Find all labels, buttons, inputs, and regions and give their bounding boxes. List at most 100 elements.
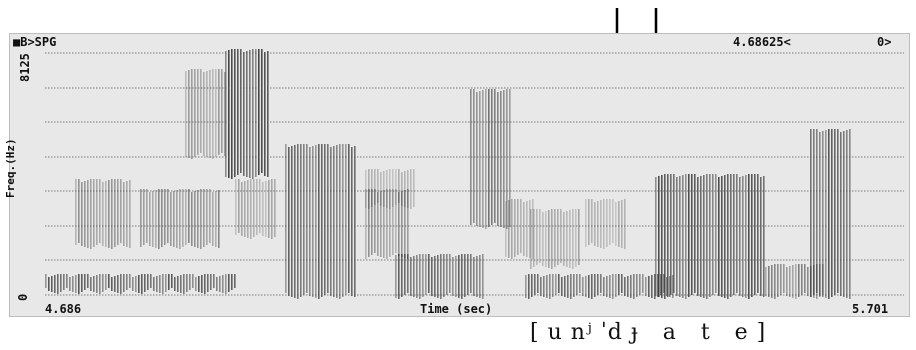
spectral-striation [404, 171, 406, 207]
spectral-striation [425, 254, 427, 295]
spectral-striation [822, 264, 824, 295]
spectral-striation [645, 277, 647, 296]
spectral-striation [639, 274, 641, 295]
spectral-striation [570, 274, 572, 299]
spectral-striation [197, 190, 199, 248]
spectral-striation [168, 274, 170, 290]
spectral-striation [416, 255, 418, 298]
spectral-striation [667, 174, 669, 297]
spectral-striation [661, 175, 663, 298]
spectral-striation [532, 199, 534, 259]
spectral-striation [410, 169, 412, 209]
spectral-striation [123, 274, 125, 292]
spectral-striation [66, 274, 68, 288]
spectral-striation [555, 274, 557, 295]
spectral-striation [156, 276, 158, 292]
spectral-striation [440, 254, 442, 299]
spectral-striation [186, 274, 188, 292]
spectral-striation [238, 179, 240, 233]
spectral-striation [395, 255, 397, 298]
spectral-striation [591, 274, 593, 299]
spectral-striation [191, 192, 193, 246]
spectral-striation [188, 70, 190, 158]
spectral-striation [434, 256, 436, 297]
spectral-striation [102, 274, 104, 292]
spectral-striation [377, 192, 379, 256]
spectral-striation [309, 147, 311, 296]
spectral-striation [167, 189, 169, 243]
spectral-striation [579, 274, 581, 293]
spectral-striation [627, 276, 629, 297]
spectral-striation [123, 182, 125, 246]
spectral-striation [673, 174, 675, 293]
spectral-striation [633, 274, 635, 299]
spectrogram-plot[interactable] [45, 49, 904, 299]
spectral-striation [318, 144, 320, 299]
spectral-striation [203, 189, 205, 247]
spectral-striation [261, 49, 263, 173]
spectral-striation [395, 189, 397, 253]
spectral-striation [552, 274, 554, 297]
spectral-striation [603, 277, 605, 296]
spectral-striation [185, 189, 187, 245]
spectral-striation [520, 199, 522, 253]
spectral-striation [132, 277, 134, 291]
spectral-striation [215, 191, 217, 247]
spectral-striation [563, 212, 565, 266]
spectral-striation [597, 274, 599, 295]
spectral-striation [526, 201, 528, 257]
spectral-striation [377, 169, 379, 203]
spectral-striation [179, 189, 181, 249]
spectral-striation [218, 69, 220, 155]
spectral-striation [258, 49, 260, 175]
spectral-striation [536, 209, 538, 265]
spectral-striation [609, 275, 611, 298]
spectral-striation [676, 177, 678, 296]
spectral-striation [757, 174, 759, 293]
spectral-striation [407, 189, 409, 259]
channel-indicator: 0> [877, 35, 892, 49]
spectral-striation [171, 274, 173, 288]
spectral-striation [117, 179, 119, 245]
spectral-striation [215, 69, 217, 157]
spectral-striation [209, 70, 211, 158]
spectral-striation [694, 174, 696, 293]
spectral-striation [185, 71, 187, 157]
spectral-striation [126, 274, 128, 290]
spectral-striation [525, 275, 527, 298]
spectral-striation [159, 275, 161, 293]
spectral-striation [87, 180, 89, 248]
spectral-striation [585, 199, 587, 247]
spectral-striation [488, 89, 490, 227]
spectral-striation [455, 256, 457, 297]
spectral-striation [256, 179, 258, 235]
spectral-striation [401, 172, 403, 206]
spectral-striation [129, 180, 131, 248]
spectral-striation [783, 264, 785, 293]
spectral-striation [798, 264, 800, 297]
spectral-striation [413, 169, 415, 207]
spectral-striation [336, 145, 338, 298]
spectral-striation [392, 169, 394, 207]
spectral-striation [464, 254, 466, 297]
spectral-striation [182, 189, 184, 247]
spectral-striation [482, 254, 484, 299]
spectral-striation [530, 209, 532, 269]
spectral-striation [546, 275, 548, 298]
spectral-striation [146, 189, 148, 243]
spectral-striation [321, 144, 323, 297]
spectral-striation [235, 179, 237, 235]
spectral-striation [636, 274, 638, 297]
spectral-striation [345, 144, 347, 295]
spectral-striation [549, 274, 551, 299]
spectral-striation [255, 49, 257, 177]
spectral-striation [201, 275, 203, 293]
spectral-striation [210, 274, 212, 290]
spectral-striation [380, 172, 382, 206]
spectral-striation [114, 276, 116, 292]
spectral-striation [497, 92, 499, 226]
spectral-striation [819, 264, 821, 297]
spectral-striation [48, 277, 50, 291]
spectral-striation [383, 190, 385, 258]
spectral-striation [449, 254, 451, 293]
